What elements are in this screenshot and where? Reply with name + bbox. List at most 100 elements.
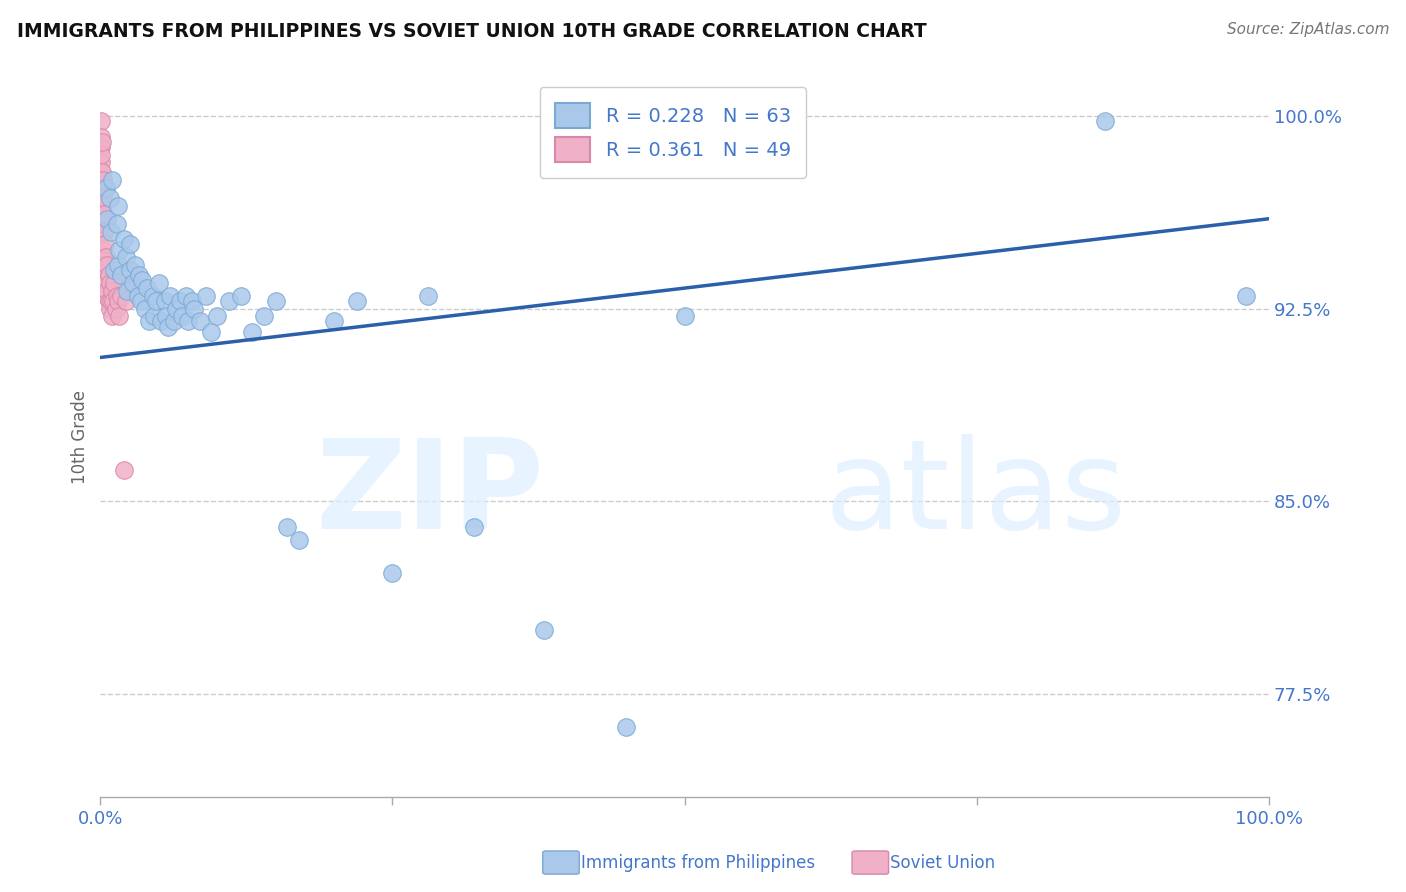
Point: [673, 310, 696, 324]
Point: [148, 276, 170, 290]
Point: [112, 232, 135, 246]
Point: [129, 293, 152, 308]
Point: [253, 310, 276, 324]
Point: [276, 520, 298, 534]
Text: Immigrants from Philippines: Immigrants from Philippines: [581, 854, 815, 871]
Point: [110, 289, 132, 303]
Point: [115, 250, 138, 264]
Point: [94, 276, 117, 290]
Point: [96, 258, 118, 272]
Point: [194, 289, 217, 303]
Point: [91, 243, 114, 257]
Point: [134, 301, 156, 316]
Point: [138, 314, 160, 328]
Point: [288, 533, 311, 547]
Point: [96, 211, 118, 226]
Point: [103, 293, 125, 308]
Point: [97, 268, 120, 283]
Point: [91, 191, 114, 205]
Point: [346, 293, 368, 308]
Point: [533, 623, 555, 637]
Point: [180, 293, 202, 308]
Point: [91, 173, 114, 187]
Point: [159, 289, 181, 303]
Point: [122, 276, 145, 290]
Point: [153, 293, 176, 308]
Point: [136, 281, 159, 295]
Point: [97, 293, 120, 308]
Text: ZIP: ZIP: [316, 434, 544, 555]
Point: [105, 289, 128, 303]
Point: [108, 243, 131, 257]
Point: [94, 237, 117, 252]
Text: atlas: atlas: [825, 434, 1128, 555]
Text: IMMIGRANTS FROM PHILIPPINES VS SOVIET UNION 10TH GRADE CORRELATION CHART: IMMIGRANTS FROM PHILIPPINES VS SOVIET UN…: [17, 22, 927, 41]
Point: [143, 310, 166, 324]
Point: [163, 314, 186, 328]
Point: [118, 237, 141, 252]
Point: [98, 276, 121, 290]
Point: [90, 181, 112, 195]
Point: [177, 314, 200, 328]
Point: [150, 314, 173, 328]
Point: [131, 273, 153, 287]
Point: [93, 225, 115, 239]
Point: [128, 268, 150, 283]
Point: [240, 325, 263, 339]
Point: [98, 301, 121, 316]
Point: [118, 263, 141, 277]
Point: [101, 173, 124, 187]
Point: [107, 199, 129, 213]
Point: [90, 155, 112, 169]
Point: [416, 289, 439, 303]
Text: Source: ZipAtlas.com: Source: ZipAtlas.com: [1226, 22, 1389, 37]
Point: [155, 310, 177, 324]
Point: [107, 293, 129, 308]
Point: [91, 217, 114, 231]
Point: [91, 225, 114, 239]
Point: [115, 293, 138, 308]
Point: [104, 301, 127, 316]
Point: [108, 310, 131, 324]
Point: [91, 250, 114, 264]
Point: [107, 258, 129, 272]
Point: [96, 250, 118, 264]
Point: [1094, 114, 1116, 128]
Point: [90, 165, 112, 179]
Point: [90, 140, 112, 154]
Point: [463, 520, 485, 534]
Point: [93, 258, 115, 272]
Y-axis label: 10th Grade: 10th Grade: [72, 390, 89, 484]
Text: Soviet Union: Soviet Union: [890, 854, 995, 871]
Point: [174, 289, 197, 303]
Point: [100, 293, 122, 308]
Point: [124, 258, 146, 272]
Point: [96, 284, 118, 298]
Point: [115, 284, 138, 298]
Point: [103, 276, 125, 290]
Point: [264, 293, 287, 308]
Point: [96, 181, 118, 195]
Point: [90, 147, 112, 161]
Point: [100, 225, 122, 239]
Point: [229, 289, 252, 303]
Point: [172, 310, 194, 324]
Point: [90, 199, 112, 213]
Point: [91, 181, 114, 195]
Point: [90, 135, 112, 149]
Point: [91, 211, 114, 226]
Point: [101, 284, 124, 298]
Point: [1234, 289, 1257, 303]
Point: [103, 263, 125, 277]
Point: [183, 301, 205, 316]
Point: [105, 217, 128, 231]
Point: [90, 165, 112, 179]
Point: [205, 310, 228, 324]
Point: [110, 268, 132, 283]
Point: [381, 566, 404, 581]
Point: [112, 463, 135, 477]
Point: [90, 129, 112, 144]
Point: [145, 293, 167, 308]
Point: [165, 301, 187, 316]
Point: [127, 289, 149, 303]
